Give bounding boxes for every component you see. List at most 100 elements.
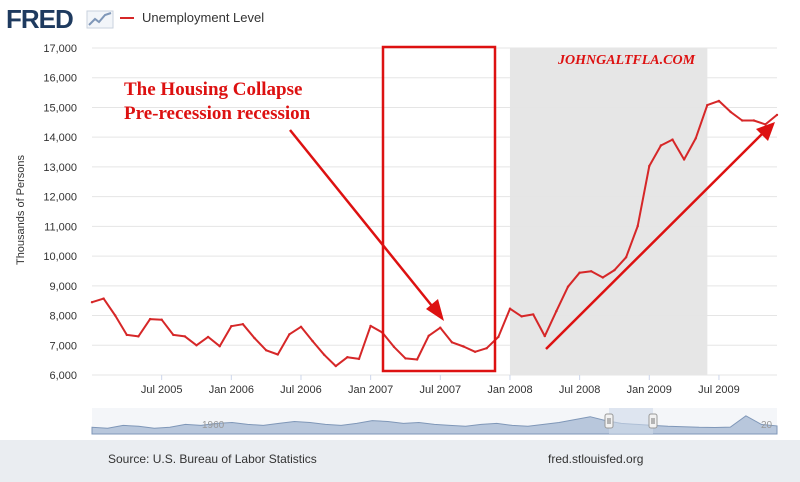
data-point bbox=[671, 138, 674, 141]
arrow-trend-line bbox=[545, 133, 763, 350]
data-point bbox=[741, 119, 744, 122]
y-tick-label: 11,000 bbox=[44, 221, 77, 233]
data-point bbox=[334, 364, 337, 368]
data-point bbox=[265, 349, 268, 352]
recession-layer bbox=[509, 48, 708, 375]
data-point bbox=[253, 336, 256, 340]
housing-collapse-box bbox=[381, 45, 497, 373]
navigator-selection[interactable] bbox=[609, 408, 653, 434]
data-point bbox=[543, 334, 546, 338]
data-point bbox=[195, 344, 198, 347]
y-tick-label: 6,000 bbox=[49, 370, 77, 382]
navigator-label-1960: 1960 bbox=[202, 420, 225, 431]
x-tick-label: Jul 2006 bbox=[280, 384, 322, 396]
series-line bbox=[91, 99, 778, 368]
data-point bbox=[508, 307, 512, 310]
y-tick-label: 12,000 bbox=[43, 192, 77, 204]
data-point bbox=[659, 144, 663, 147]
data-point bbox=[415, 358, 419, 361]
data-point bbox=[555, 309, 558, 313]
data-point bbox=[404, 357, 407, 360]
navigator: 1960 20 bbox=[91, 408, 778, 435]
legend-swatch bbox=[120, 16, 134, 19]
data-point bbox=[357, 357, 361, 361]
x-tick-label: Jul 2007 bbox=[420, 384, 462, 396]
data-point bbox=[311, 339, 314, 343]
data-point bbox=[578, 271, 581, 274]
data-point bbox=[497, 335, 500, 339]
annotation-pre-recession: Pre-recession recession bbox=[124, 103, 311, 124]
data-point bbox=[706, 103, 709, 107]
arrow-trend-head bbox=[756, 122, 775, 141]
data-point bbox=[694, 137, 697, 140]
x-tick-label: Jul 2009 bbox=[698, 384, 740, 396]
data-point bbox=[485, 347, 488, 350]
annotation-layer: The Housing Collapse Pre-recession reces… bbox=[124, 45, 775, 373]
data-point bbox=[114, 314, 117, 317]
data-point bbox=[532, 313, 535, 316]
chart-footer bbox=[0, 440, 800, 482]
data-point bbox=[613, 268, 616, 272]
navigator-handle-right[interactable] bbox=[648, 413, 658, 429]
data-point bbox=[323, 353, 326, 356]
navigator-label-20: 20 bbox=[761, 420, 773, 431]
navigator-handle-left[interactable] bbox=[604, 413, 614, 429]
annotation-housing-collapse: The Housing Collapse bbox=[124, 79, 302, 100]
data-point bbox=[218, 345, 221, 348]
arrow-housing-line bbox=[289, 129, 433, 307]
data-point bbox=[462, 345, 465, 348]
data-point bbox=[590, 270, 593, 273]
y-tick-label: 13,000 bbox=[43, 162, 77, 174]
data-point bbox=[125, 333, 128, 337]
data-point bbox=[729, 110, 732, 114]
data-point bbox=[473, 350, 477, 353]
data-point bbox=[369, 324, 372, 328]
arrow-housing-head bbox=[426, 299, 444, 321]
data-point bbox=[102, 297, 105, 300]
x-tick-label: Jan 2008 bbox=[487, 384, 532, 396]
data-point bbox=[601, 276, 604, 279]
legend-label: Unemployment Level bbox=[142, 10, 265, 25]
x-tick-label: Jan 2007 bbox=[348, 384, 393, 396]
y-tick-label: 9,000 bbox=[49, 281, 77, 293]
chart-header: FRED Unemployment Level bbox=[0, 0, 800, 36]
fred-url[interactable]: fred.stlouisfed.org bbox=[548, 452, 644, 466]
data-point bbox=[183, 335, 187, 338]
x-tick-label: Jan 2009 bbox=[627, 384, 672, 396]
x-tick-label: Jan 2006 bbox=[209, 384, 254, 396]
y-axis-label: Thousands of Persons bbox=[15, 154, 27, 265]
data-point bbox=[160, 318, 163, 321]
watermark-johngaltfla: JOHNGALTFLA.COM bbox=[557, 53, 696, 68]
data-point bbox=[299, 325, 303, 328]
series-layer bbox=[90, 99, 779, 368]
y-tick-label: 17,000 bbox=[43, 43, 77, 55]
y-tick-label: 7,000 bbox=[49, 340, 77, 352]
y-tick-label: 16,000 bbox=[43, 73, 77, 85]
x-tick-label: Jul 2005 bbox=[141, 384, 183, 396]
data-point bbox=[775, 113, 779, 117]
y-tick-label: 15,000 bbox=[43, 102, 77, 114]
unemployment-chart: 6,000 7,000 8,000 9,000 10,000 11,000 12,000 13… bbox=[15, 43, 779, 435]
grid-layer bbox=[92, 47, 777, 380]
data-point bbox=[682, 158, 686, 161]
data-point bbox=[276, 353, 279, 356]
y-tick-labels: 6,000 7,000 8,000 9,000 10,000 11,000 12,000 13… bbox=[43, 43, 77, 382]
data-point bbox=[636, 224, 639, 228]
chart-legend: Unemployment Level bbox=[120, 10, 264, 25]
data-point bbox=[392, 345, 396, 348]
x-tick-labels: Jul 2005 Jan 2006 Jul 2006 Jan 2007 Jul 2007… bbox=[141, 384, 740, 396]
y-tick-label: 14,000 bbox=[43, 132, 77, 144]
y-tick-label: 8,000 bbox=[49, 311, 77, 323]
x-tick-label: Jul 2008 bbox=[559, 384, 601, 396]
data-point bbox=[90, 301, 94, 304]
data-point bbox=[764, 123, 767, 126]
data-point bbox=[717, 99, 721, 103]
fred-logo[interactable]: FRED bbox=[6, 4, 74, 34]
data-point bbox=[648, 164, 651, 168]
source-text: Source: U.S. Bureau of Labor Statistics bbox=[108, 452, 317, 466]
data-point bbox=[148, 317, 152, 321]
data-point bbox=[520, 315, 523, 318]
data-point bbox=[288, 333, 291, 336]
data-point bbox=[450, 341, 454, 344]
y-tick-label: 10,000 bbox=[43, 251, 77, 263]
